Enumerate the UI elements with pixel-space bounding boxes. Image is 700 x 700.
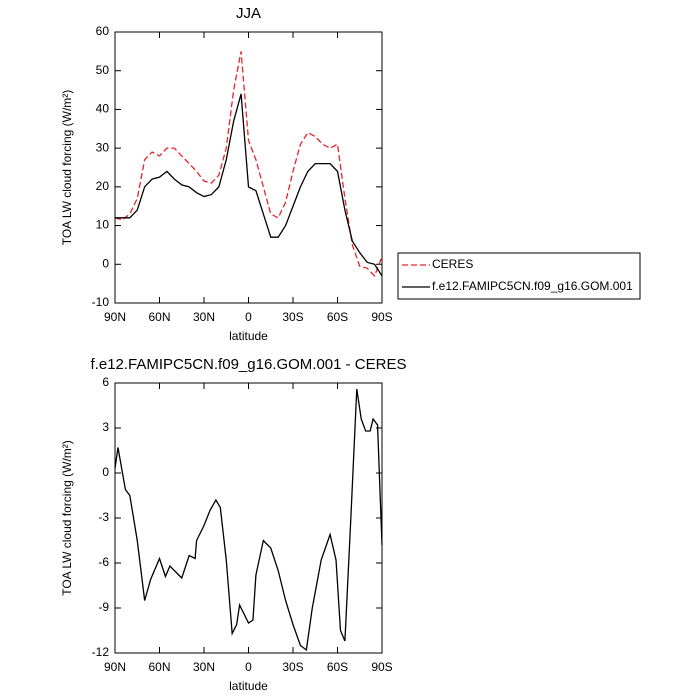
x-tick-label: 60N: [148, 660, 170, 674]
x-tick-label: 0: [245, 310, 252, 324]
plot-frame: [114, 31, 383, 304]
y-tick-label: -10: [92, 295, 110, 309]
x-axis-label: latitude: [229, 679, 268, 693]
y-axis-label: TOA LW cloud forcing (W/m²): [60, 90, 74, 246]
legend-label: CERES: [432, 257, 473, 271]
y-tick-label: 0: [102, 256, 109, 270]
plot-frame: [114, 382, 383, 654]
y-axis-label: TOA LW cloud forcing (W/m²): [60, 440, 74, 596]
y-tick-label: -12: [92, 645, 110, 659]
y-tick-label: 20: [96, 179, 110, 193]
y-tick-label: -3: [98, 510, 109, 524]
y-tick-label: 3: [102, 420, 109, 434]
data-line: [114, 388, 383, 652]
x-tick-label: 30S: [282, 310, 303, 324]
y-tick-label: 60: [96, 24, 110, 38]
legend-box: [397, 252, 641, 300]
chart-title: f.e12.FAMIPC5CN.f09_g16.GOM.001 - CERES: [91, 356, 407, 373]
x-tick-label: 90N: [104, 660, 126, 674]
y-tick-label: 50: [96, 63, 110, 77]
x-tick-label: 30N: [193, 310, 215, 324]
y-tick-label: 6: [102, 375, 109, 389]
x-axis-label: latitude: [229, 329, 268, 343]
y-tick-label: 10: [96, 218, 110, 232]
x-tick-label: 0: [245, 660, 252, 674]
y-tick-label: 30: [96, 140, 110, 154]
x-tick-label: 90S: [371, 310, 392, 324]
x-tick-label: 60S: [327, 660, 348, 674]
y-tick-label: 40: [96, 102, 110, 116]
x-tick-label: 90N: [104, 310, 126, 324]
x-tick-label: 30S: [282, 660, 303, 674]
x-tick-label: 60N: [148, 310, 170, 324]
x-tick-label: 60S: [327, 310, 348, 324]
data-line: [114, 51, 383, 278]
data-line: [115, 93, 383, 277]
legend-label: f.e12.FAMIPC5CN.f09_g16.GOM.001: [432, 279, 633, 293]
x-tick-label: 90S: [371, 660, 392, 674]
y-tick-label: -6: [98, 555, 109, 569]
chart-title: JJA: [236, 5, 261, 22]
x-tick-label: 30N: [193, 660, 215, 674]
y-tick-label: -9: [98, 600, 109, 614]
y-tick-label: 0: [102, 465, 109, 479]
